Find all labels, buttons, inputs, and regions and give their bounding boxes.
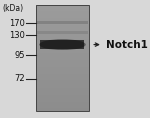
Bar: [36, 95, 89, 96]
Bar: [36, 39, 89, 41]
Bar: [36, 19, 89, 21]
Bar: [36, 107, 89, 108]
Bar: [36, 75, 89, 76]
Bar: [36, 10, 89, 11]
Bar: [36, 54, 89, 55]
Bar: [36, 105, 89, 107]
Bar: [36, 11, 89, 13]
Bar: [36, 59, 89, 61]
Ellipse shape: [39, 39, 86, 50]
Bar: [36, 80, 89, 82]
Bar: [36, 5, 89, 6]
Bar: [36, 83, 89, 84]
Bar: [36, 26, 89, 27]
Bar: [36, 23, 89, 25]
Bar: [36, 61, 89, 62]
Text: 130: 130: [9, 31, 25, 40]
Bar: [36, 15, 89, 17]
Bar: [36, 27, 89, 29]
Bar: [36, 91, 89, 92]
Bar: [36, 86, 89, 87]
Bar: [36, 42, 89, 43]
Bar: [36, 5, 89, 111]
Bar: [36, 98, 89, 99]
Bar: [36, 90, 89, 91]
Bar: [40, 40, 84, 49]
Bar: [36, 79, 89, 80]
Bar: [36, 34, 89, 35]
Bar: [36, 50, 89, 51]
Bar: [36, 74, 89, 75]
Bar: [36, 110, 89, 111]
Bar: [36, 31, 89, 33]
Bar: [36, 99, 89, 100]
Bar: [36, 96, 89, 98]
Text: 95: 95: [14, 51, 25, 60]
Text: 72: 72: [14, 74, 25, 83]
Bar: [37, 21, 88, 24]
Bar: [37, 31, 88, 34]
Bar: [36, 102, 89, 103]
Bar: [36, 21, 89, 22]
Bar: [36, 64, 89, 66]
Bar: [36, 51, 89, 53]
Bar: [36, 108, 89, 110]
Bar: [36, 49, 89, 50]
Bar: [36, 57, 89, 58]
Bar: [36, 84, 89, 86]
Bar: [36, 68, 89, 70]
Bar: [36, 29, 89, 30]
Bar: [36, 18, 89, 19]
Bar: [36, 43, 89, 45]
Bar: [36, 66, 89, 67]
Bar: [36, 78, 89, 79]
Bar: [36, 41, 89, 42]
Bar: [36, 92, 89, 94]
Bar: [36, 17, 89, 18]
Bar: [36, 46, 89, 47]
Bar: [36, 76, 89, 78]
Bar: [36, 58, 89, 59]
Bar: [36, 8, 89, 9]
Bar: [36, 62, 89, 63]
Bar: [36, 103, 89, 104]
Bar: [36, 53, 89, 54]
Text: 170: 170: [9, 19, 25, 28]
Bar: [36, 33, 89, 34]
Bar: [36, 88, 89, 90]
Text: (kDa): (kDa): [3, 4, 24, 13]
Bar: [36, 9, 89, 10]
Bar: [36, 94, 89, 95]
Bar: [36, 6, 89, 8]
Bar: [36, 87, 89, 88]
Bar: [36, 35, 89, 37]
Bar: [36, 22, 89, 23]
Bar: [36, 70, 89, 71]
Bar: [36, 45, 89, 46]
Text: Notch1: Notch1: [106, 40, 148, 50]
Bar: [36, 72, 89, 74]
Bar: [36, 67, 89, 68]
Bar: [36, 30, 89, 31]
Bar: [36, 82, 89, 83]
Bar: [36, 38, 89, 39]
Bar: [36, 104, 89, 105]
Bar: [36, 63, 89, 64]
Bar: [36, 37, 89, 38]
Bar: [36, 100, 89, 102]
Bar: [36, 25, 89, 26]
Bar: [36, 55, 89, 57]
Bar: [36, 13, 89, 14]
Bar: [36, 14, 89, 15]
Bar: [36, 47, 89, 49]
Bar: [36, 71, 89, 72]
